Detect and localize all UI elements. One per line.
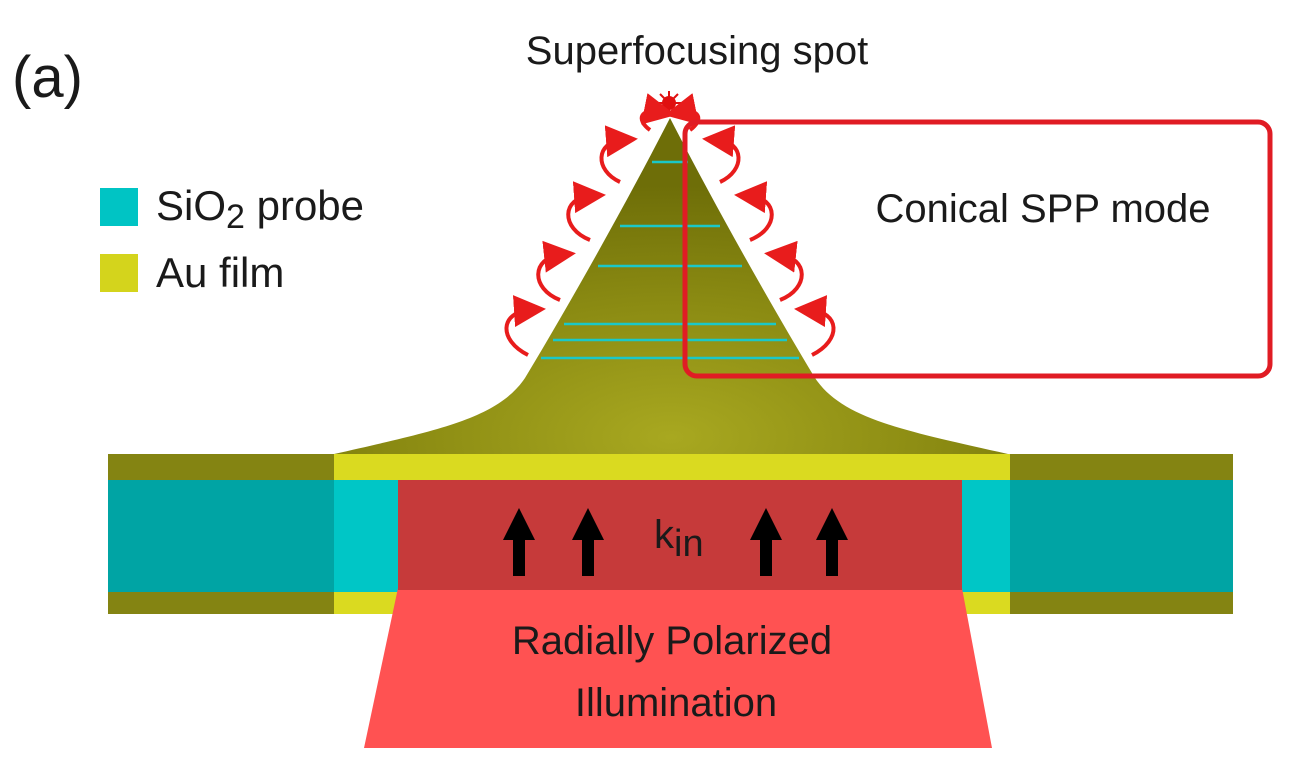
beam-in-substrate [398, 480, 962, 590]
wave-vector-main: k [654, 513, 675, 557]
wave-vector-sub: in [674, 523, 704, 565]
focus-spot-icon [657, 91, 681, 115]
up-arrow-icon [572, 508, 604, 576]
legend-swatch-au [100, 254, 138, 292]
curved-arrow-icon [734, 181, 774, 242]
plasmon-arrows-right [664, 93, 836, 357]
incident-arrows [503, 508, 848, 576]
sio2-layer-right [1008, 480, 1233, 592]
curved-arrow-icon [702, 125, 741, 184]
legend-label-sio2: SiO2 probe [156, 182, 364, 236]
au-film-top-right [1008, 454, 1233, 480]
illumination-label-line1: Radially Polarized [512, 619, 832, 663]
au-film-top-center [334, 454, 1010, 480]
illumination-beam [364, 588, 992, 748]
superfocusing-spot-label: Superfocusing spot [526, 29, 868, 73]
illumination-label-line2: Illumination [575, 681, 777, 725]
legend-sio2-rest: probe [245, 182, 364, 229]
legend-sio2-sub: 2 [226, 198, 245, 236]
wave-vector-label: kin [654, 513, 704, 565]
curved-arrow-icon [664, 93, 701, 132]
legend-swatch-sio2 [100, 188, 138, 226]
sio2-layer-left [108, 480, 338, 592]
up-arrow-icon [750, 508, 782, 576]
au-film-top-left [108, 454, 338, 480]
conical-spp-highlight-box [682, 119, 1273, 379]
gold-cone-probe [334, 118, 1008, 454]
up-arrow-icon [503, 508, 535, 576]
legend-label-au: Au film [156, 249, 284, 296]
curved-arrow-icon [794, 295, 836, 357]
legend: SiO2 probe Au film [100, 182, 364, 296]
curved-arrow-icon [536, 240, 576, 302]
panel-label: (a) [12, 45, 83, 110]
sio2-rings [541, 160, 799, 360]
conical-spp-mode-label: Conical SPP mode [876, 187, 1211, 231]
up-arrow-icon [816, 508, 848, 576]
legend-sio2-main: SiO [156, 182, 226, 229]
curved-arrow-icon [639, 93, 676, 132]
curved-arrow-icon [566, 181, 606, 242]
curved-arrow-icon [504, 295, 546, 357]
au-film-bottom-right [1008, 592, 1233, 614]
curved-arrow-icon [764, 240, 804, 302]
plasmon-arrows-left [504, 93, 676, 357]
curved-arrow-icon [599, 125, 638, 184]
au-film-bottom-left [108, 592, 338, 614]
